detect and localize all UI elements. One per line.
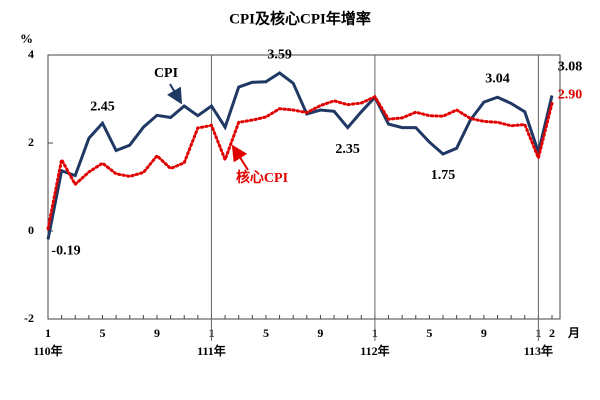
value-label: 3.59 xyxy=(267,47,292,62)
x-group-label: 110年 xyxy=(33,343,62,358)
series-label: 核心CPI xyxy=(236,169,288,186)
x-tick-label: 9 xyxy=(481,326,487,340)
value-label: -0.19 xyxy=(51,244,80,259)
x-group-label: 113年 xyxy=(524,343,553,358)
series-line xyxy=(46,94,554,231)
value-label: 2.45 xyxy=(90,99,115,114)
value-label: 2.35 xyxy=(335,142,360,157)
x-axis-unit: 月 xyxy=(567,326,580,340)
y-tick-label: -2 xyxy=(24,311,34,325)
x-group-label: 111年 xyxy=(197,343,226,358)
x-tick-label: 2 xyxy=(549,326,555,340)
y-tick-label: 0 xyxy=(28,223,34,237)
series-label: CPI xyxy=(154,66,178,81)
x-tick-label: 5 xyxy=(263,326,269,340)
plot-frame xyxy=(47,54,561,320)
chart-title: CPI及核心CPI年增率 xyxy=(229,9,371,27)
x-group-label: 112年 xyxy=(360,343,389,358)
value-label: 3.08 xyxy=(558,60,583,75)
x-tick-label: 5 xyxy=(99,326,105,340)
series-arrow xyxy=(231,144,249,171)
series-line xyxy=(46,71,554,240)
y-tick-label: 4 xyxy=(28,47,34,61)
value-label: 2.90 xyxy=(558,88,583,103)
x-tick-label: 5 xyxy=(426,326,432,340)
x-tick-label: 9 xyxy=(154,326,160,340)
value-label: 3.04 xyxy=(485,71,510,86)
series-arrow xyxy=(167,83,183,105)
y-axis-label: % xyxy=(20,31,33,46)
y-tick-label: 2 xyxy=(28,135,34,149)
x-tick-label: 9 xyxy=(317,326,323,340)
x-tick-label: 1 xyxy=(45,326,51,340)
value-label: 1.75 xyxy=(431,168,456,183)
